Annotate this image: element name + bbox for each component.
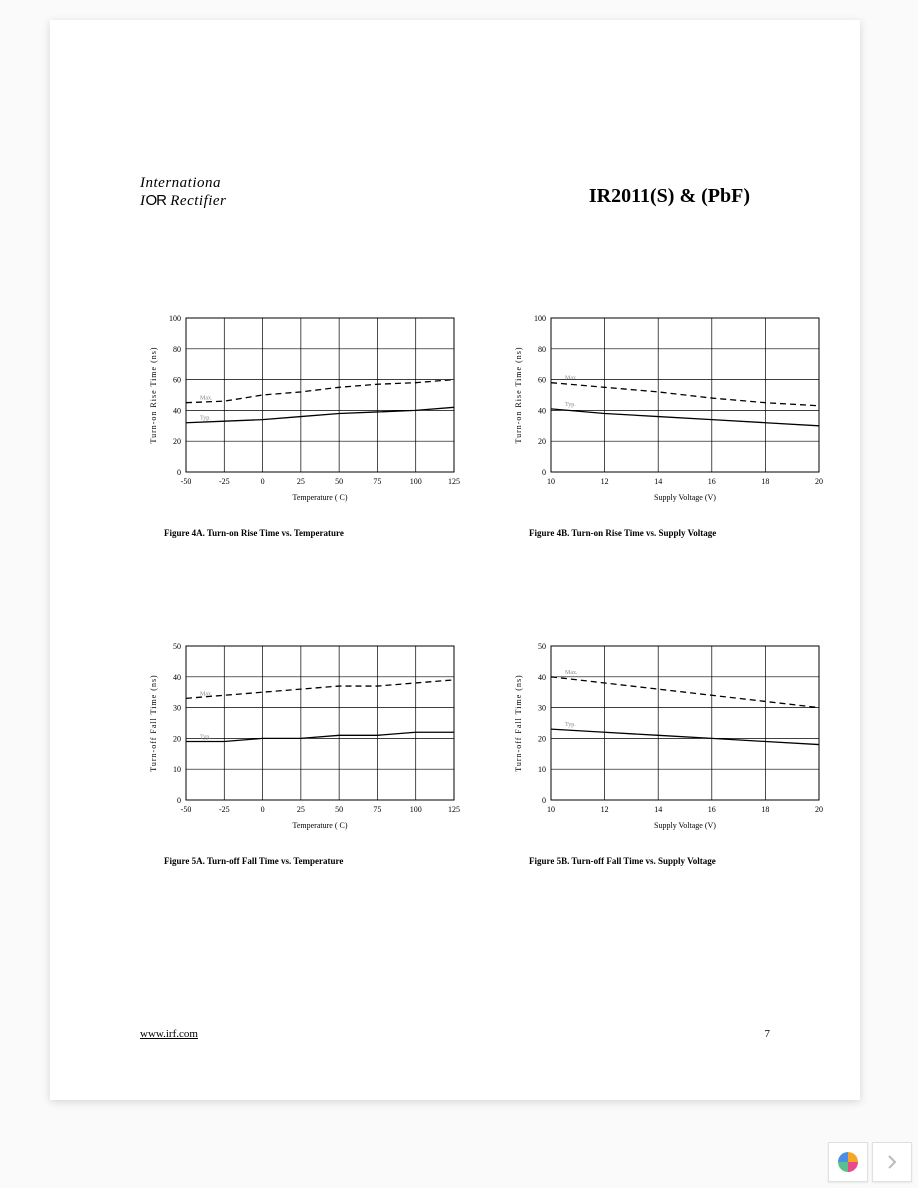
svg-text:16: 16 bbox=[708, 477, 716, 486]
svg-text:20: 20 bbox=[173, 437, 181, 446]
viewer-controls bbox=[828, 1142, 912, 1182]
svg-text:40: 40 bbox=[538, 406, 546, 415]
svg-text:80: 80 bbox=[173, 345, 181, 354]
svg-text:Typ.: Typ. bbox=[200, 734, 211, 740]
chart-fig4b: 10 12 14 16 18 20 0 20 40 60 80 100 Max. Typ. Turn-on … bbox=[507, 310, 842, 538]
svg-text:-25: -25 bbox=[219, 477, 230, 486]
caption-fig4a: Figure 4A. Turn-on Rise Time vs. Tempera… bbox=[164, 528, 477, 538]
svg-text:-50: -50 bbox=[181, 805, 192, 814]
svg-text:Max.: Max. bbox=[200, 691, 213, 697]
svg-text:0: 0 bbox=[177, 796, 181, 805]
svg-text:Temperature ( C): Temperature ( C) bbox=[293, 493, 348, 502]
svg-text:12: 12 bbox=[601, 477, 609, 486]
svg-text:20: 20 bbox=[538, 734, 546, 743]
svg-text:20: 20 bbox=[173, 734, 181, 743]
company-logo-text: Internationa IOR Rectifier bbox=[140, 175, 226, 210]
chart-row-1: -50-250255075100125020406080100Max.Typ.T… bbox=[142, 310, 842, 538]
svg-text:14: 14 bbox=[654, 805, 662, 814]
page-footer: www.irf.com 7 bbox=[140, 1028, 770, 1040]
chart-fig5b: 10121416182001020304050Max.Typ.Turn-off … bbox=[507, 638, 842, 866]
svg-text:16: 16 bbox=[708, 805, 716, 814]
svg-text:0: 0 bbox=[542, 468, 546, 477]
svg-text:Max.: Max. bbox=[565, 670, 578, 676]
company-line2: IOR Rectifier bbox=[140, 192, 226, 210]
svg-text:Max.: Max. bbox=[565, 376, 578, 382]
pinwheel-icon bbox=[836, 1150, 860, 1174]
caption-fig5b: Figure 5B. Turn-off Fall Time vs. Supply… bbox=[529, 856, 842, 866]
svg-text:60: 60 bbox=[173, 376, 181, 385]
chart-row-2: -50-25025507510012501020304050Max.Typ.Tu… bbox=[142, 638, 842, 866]
svg-text:20: 20 bbox=[815, 805, 823, 814]
caption-fig4b: Figure 4B. Turn-on Rise Time vs. Supply … bbox=[529, 528, 842, 538]
svg-text:20: 20 bbox=[815, 477, 823, 486]
svg-text:100: 100 bbox=[169, 314, 181, 323]
svg-text:40: 40 bbox=[173, 406, 181, 415]
svg-text:18: 18 bbox=[761, 805, 769, 814]
caption-fig5a: Figure 5A. Turn-off Fall Time vs. Temper… bbox=[164, 856, 477, 866]
svg-text:0: 0 bbox=[542, 796, 546, 805]
svg-text:100: 100 bbox=[534, 314, 546, 323]
svg-text:25: 25 bbox=[297, 477, 305, 486]
next-page-button[interactable] bbox=[872, 1142, 912, 1182]
svg-text:10: 10 bbox=[547, 805, 555, 814]
svg-text:50: 50 bbox=[173, 642, 181, 651]
chevron-right-icon bbox=[887, 1155, 897, 1169]
svg-text:50: 50 bbox=[538, 642, 546, 651]
svg-text:30: 30 bbox=[173, 704, 181, 713]
svg-text:-50: -50 bbox=[181, 477, 192, 486]
app-logo-icon[interactable] bbox=[828, 1142, 868, 1182]
charts-grid: -50-250255075100125020406080100Max.Typ.T… bbox=[142, 310, 842, 966]
datasheet-page: Internationa IOR Rectifier IR2011(S) & (… bbox=[50, 20, 860, 1100]
svg-text:Turn-off Fall Time (ns): Turn-off Fall Time (ns) bbox=[149, 674, 158, 771]
svg-text:75: 75 bbox=[373, 477, 381, 486]
svg-text:18: 18 bbox=[761, 477, 769, 486]
svg-text:0: 0 bbox=[261, 805, 265, 814]
svg-text:12: 12 bbox=[601, 805, 609, 814]
svg-text:0: 0 bbox=[261, 477, 265, 486]
svg-text:-25: -25 bbox=[219, 805, 230, 814]
svg-text:50: 50 bbox=[335, 477, 343, 486]
company-line1: Internationa bbox=[140, 175, 226, 192]
svg-text:20: 20 bbox=[538, 437, 546, 446]
svg-text:50: 50 bbox=[335, 805, 343, 814]
svg-text:Turn-off Fall Time (ns): Turn-off Fall Time (ns) bbox=[514, 674, 523, 771]
svg-text:80: 80 bbox=[538, 345, 546, 354]
svg-text:10: 10 bbox=[538, 765, 546, 774]
svg-text:Turn-on Rise Time (ns): Turn-on Rise Time (ns) bbox=[514, 346, 523, 443]
chart-fig5a: -50 -25 0 25 50 75 100 125 0 10 20 30 40 50 Max. Typ. Tu… bbox=[142, 638, 477, 866]
svg-text:75: 75 bbox=[373, 805, 381, 814]
svg-text:Typ.: Typ. bbox=[565, 722, 576, 728]
part-number: IR2011(S) & (PbF) bbox=[589, 185, 750, 208]
svg-text:14: 14 bbox=[654, 477, 662, 486]
chart-fig4a: -50 -25 0 25 50 75 100 125 0 20 40 60 80 100 Max. Typ. T… bbox=[142, 310, 477, 538]
svg-text:Max.: Max. bbox=[200, 396, 213, 402]
footer-url: www.irf.com bbox=[140, 1028, 198, 1040]
svg-text:10: 10 bbox=[547, 477, 555, 486]
svg-text:125: 125 bbox=[448, 477, 460, 486]
svg-text:25: 25 bbox=[297, 805, 305, 814]
svg-text:Typ.: Typ. bbox=[565, 402, 576, 408]
svg-text:Typ.: Typ. bbox=[200, 416, 211, 422]
svg-text:60: 60 bbox=[538, 376, 546, 385]
svg-text:10: 10 bbox=[173, 765, 181, 774]
svg-text:125: 125 bbox=[448, 805, 460, 814]
svg-text:100: 100 bbox=[410, 805, 422, 814]
svg-text:Supply Voltage (V): Supply Voltage (V) bbox=[654, 493, 716, 502]
footer-page-number: 7 bbox=[765, 1028, 771, 1040]
svg-text:Supply Voltage (V): Supply Voltage (V) bbox=[654, 821, 716, 830]
svg-text:40: 40 bbox=[538, 673, 546, 682]
svg-text:Turn-on Rise Time (ns): Turn-on Rise Time (ns) bbox=[149, 346, 158, 443]
svg-text:Temperature ( C): Temperature ( C) bbox=[293, 821, 348, 830]
svg-text:40: 40 bbox=[173, 673, 181, 682]
svg-text:100: 100 bbox=[410, 477, 422, 486]
svg-text:30: 30 bbox=[538, 704, 546, 713]
svg-text:0: 0 bbox=[177, 468, 181, 477]
